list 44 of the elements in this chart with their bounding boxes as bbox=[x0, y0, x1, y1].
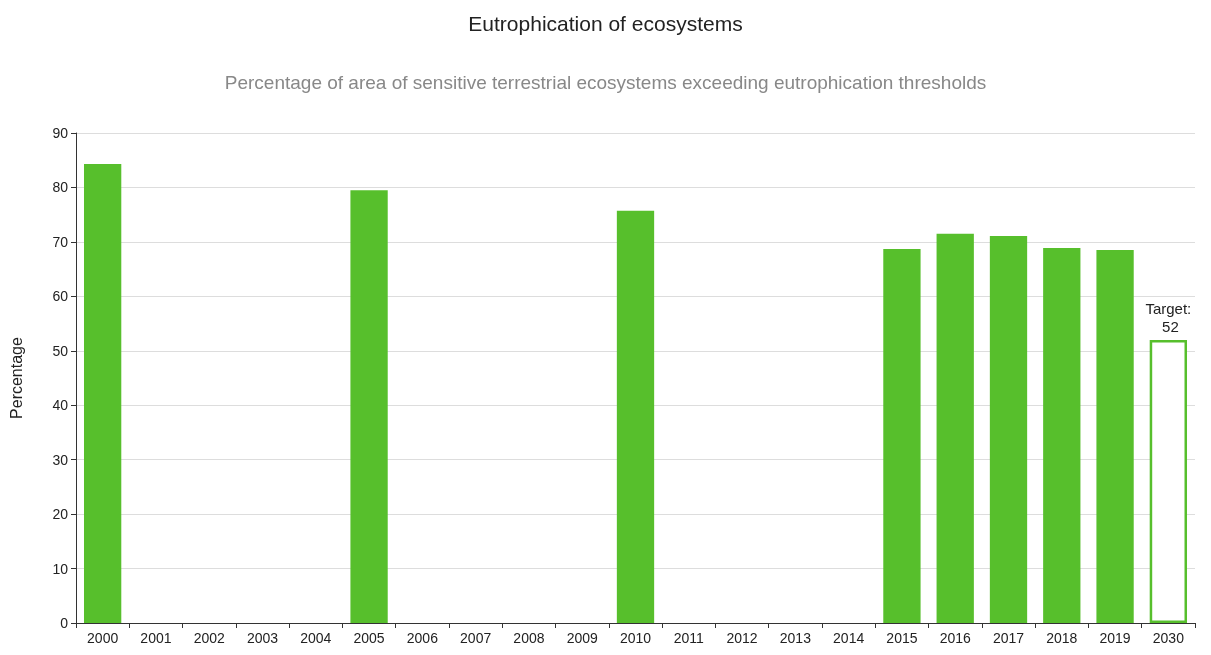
x-tick-label: 2009 bbox=[566, 630, 598, 646]
x-tick-label: 2003 bbox=[246, 630, 279, 646]
x-tick-label: 2013 bbox=[779, 630, 812, 646]
x-tick-label: 2011 bbox=[673, 630, 705, 646]
x-tick-label: 2016 bbox=[939, 630, 971, 646]
bar bbox=[989, 235, 1028, 623]
bar bbox=[1043, 247, 1081, 623]
y-tick-label: 60 bbox=[52, 288, 69, 305]
y-tick-label: 10 bbox=[52, 560, 69, 577]
x-tick-label: 2012 bbox=[726, 630, 758, 646]
x-tick-label: 2004 bbox=[300, 630, 332, 646]
x-tick-label: 2006 bbox=[406, 630, 439, 646]
x-tick-label: 2019 bbox=[1099, 630, 1131, 646]
annotation: Target: 52 bbox=[1145, 300, 1192, 336]
bar bbox=[616, 210, 655, 623]
x-tick-label: 2001 bbox=[140, 630, 172, 646]
x-tick-label: 2005 bbox=[353, 630, 385, 646]
bar bbox=[350, 190, 388, 623]
y-tick-label: 70 bbox=[52, 233, 69, 250]
x-tick-label: 2010 bbox=[619, 630, 652, 646]
x-tick-label: 2000 bbox=[87, 630, 119, 646]
x-tick-label: 2014 bbox=[833, 630, 865, 646]
x-tick-label: 2030 bbox=[1152, 630, 1185, 646]
y-tick-label: 80 bbox=[52, 179, 69, 196]
bar bbox=[1149, 339, 1188, 623]
bar bbox=[1096, 250, 1134, 623]
bar bbox=[83, 164, 122, 623]
x-tick-label: 2002 bbox=[193, 630, 225, 646]
y-tick-label: 30 bbox=[52, 451, 69, 468]
chart-subtitle: Percentage of area of sensitive terrestrial ecosystems exceeding eutrophication thresholds bbox=[224, 72, 987, 93]
y-tick-label: 50 bbox=[52, 342, 69, 359]
chart-title: Eutrophication of ecosystems bbox=[468, 12, 743, 35]
y-tick-label: 0 bbox=[60, 615, 69, 631]
y-axis-title: Percentage bbox=[7, 336, 25, 419]
x-tick-label: 2008 bbox=[513, 630, 545, 646]
x-tick-label: 2017 bbox=[992, 630, 1025, 646]
bar bbox=[936, 233, 974, 623]
y-tick-label: 90 bbox=[52, 125, 69, 141]
x-tick-label: 2015 bbox=[886, 630, 918, 646]
x-tick-label: 2018 bbox=[1046, 630, 1078, 646]
y-tick-label: 40 bbox=[52, 397, 69, 414]
bar bbox=[883, 248, 921, 623]
x-tick-label: 2007 bbox=[460, 630, 492, 646]
y-tick-label: 20 bbox=[52, 506, 69, 523]
